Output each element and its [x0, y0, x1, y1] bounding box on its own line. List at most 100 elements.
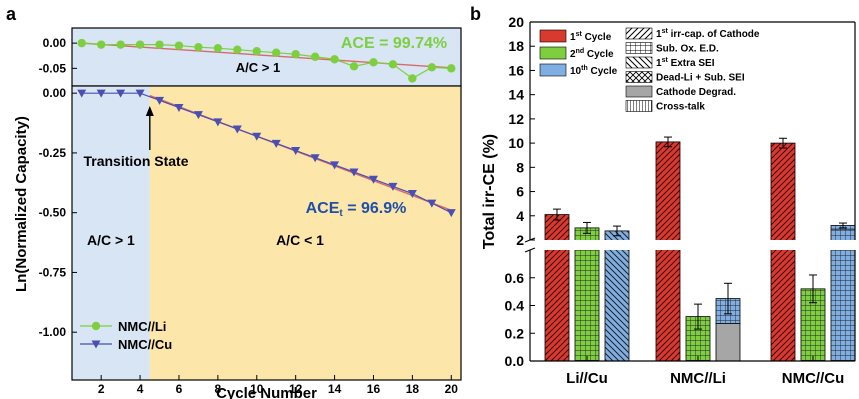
- top-ytick-label: -0.05: [39, 61, 67, 75]
- nmc-li-point: [272, 48, 281, 57]
- b-pattern-swatch-1: [625, 42, 653, 54]
- xtick-label: 10: [250, 382, 264, 396]
- xtick-label: 8: [215, 382, 222, 396]
- nmc-cu-point: [174, 104, 184, 113]
- b-y-axis-label: Total irr-CE (%): [481, 134, 498, 249]
- legend-label-1: NMC//Cu: [118, 337, 172, 352]
- b-lower-ytick-label: 0.0: [505, 353, 525, 369]
- acet-annotation: ACEt = 96.9%: [306, 200, 407, 219]
- region-background-1: [149, 86, 462, 380]
- legend-marker-1: [91, 340, 101, 349]
- b-upper-ytick-label: 12: [508, 111, 524, 127]
- bar-pattern-1-0: [575, 227, 599, 361]
- nmc-cu-point: [193, 111, 203, 120]
- b-upper-ytick-label: 20: [508, 14, 524, 30]
- nmc-cu-point: [291, 147, 301, 156]
- xtick-label: 16: [367, 382, 381, 396]
- b-pattern-label-0: 1st irr-cap. of Cathode: [656, 28, 760, 40]
- y-axis-label: Ln(Normalized Capacity): [13, 116, 30, 292]
- axis-break-gap: [524, 240, 859, 250]
- nmc-li-point: [447, 64, 456, 73]
- nmc-cu-point: [135, 89, 145, 98]
- b-category-label: NMC//Li: [670, 370, 726, 387]
- nmc-cu-point: [310, 154, 320, 163]
- bar-stack-cathode-degrad: [715, 323, 741, 362]
- nmc-cu-point: [446, 209, 456, 218]
- legend-label-0: NMC//Li: [118, 319, 166, 334]
- xtick-label: 6: [176, 382, 183, 396]
- b-legend-swatch-2: [539, 63, 567, 77]
- nmc-cu-line: [81, 92, 452, 214]
- x-axis-label: Cycle Number: [216, 385, 317, 399]
- b-upper-ytick-label: 14: [508, 87, 524, 103]
- nmc-li-point: [233, 45, 242, 54]
- nmc-li-point: [135, 40, 145, 49]
- b-legend-label-1: 2nd Cycle: [570, 48, 614, 60]
- b-pattern-swatch-5: [625, 100, 653, 112]
- b-pattern-swatch-0: [625, 27, 653, 40]
- panel-letter-a: a: [6, 4, 17, 24]
- nmc-li-point: [155, 40, 164, 49]
- b-upper-ytick-label: 6: [516, 184, 524, 200]
- nmc-cu-point: [96, 89, 106, 98]
- b-legend-swatch-1: [539, 46, 567, 60]
- b-pattern-label-4: Cathode Degrad.: [656, 87, 736, 98]
- nmc-li-point: [388, 60, 398, 69]
- bar-pattern-0-2: [771, 143, 795, 361]
- xtick-label: 14: [328, 382, 342, 396]
- xtick-label: 12: [289, 382, 303, 396]
- b-upper-ytick-label: 18: [508, 38, 524, 54]
- bottom-ytick-label: 0.00: [43, 86, 67, 100]
- nmc-cu-point: [252, 132, 262, 141]
- b-lower-ytick-label: 0.4: [505, 298, 525, 314]
- transition-state-label: Transition State: [83, 153, 188, 169]
- nmc-cu-point: [427, 199, 437, 208]
- nmc-li-point: [116, 40, 125, 49]
- nmc-cu-point: [388, 182, 398, 191]
- panel-a-bottom-plot: A/C > 1 A/C < 1 Transition State ACEt = 96.…: [13, 85, 462, 399]
- b-pattern-label-3: Dead-Li + Sub. SEI: [656, 73, 745, 84]
- xtick-label: 2: [98, 382, 105, 396]
- nmc-cu-point: [368, 175, 378, 184]
- nmc-cu-point: [349, 168, 359, 177]
- nmc-li-point: [349, 62, 359, 71]
- nmc-li-point: [408, 74, 417, 83]
- b-legend-swatch-0: [539, 29, 567, 43]
- bottom-plot-frame: [71, 85, 462, 381]
- nmc-cu-point: [155, 96, 165, 105]
- bottom-region-label-right: A/C < 1: [276, 232, 324, 248]
- nmc-cu-point: [271, 139, 281, 148]
- bar-pattern-2-0: [605, 230, 629, 361]
- legend-marker-0: [91, 321, 101, 331]
- b-upper-ytick-label: 10: [508, 135, 524, 151]
- bottom-ytick-label: -1.00: [39, 325, 67, 339]
- b-upper-ytick-label: 4: [516, 208, 524, 224]
- b-legend-label-2: 10th Cycle: [570, 65, 618, 77]
- b-category-label: NMC//Cu: [782, 370, 845, 387]
- b-legend-label-0: 1st Cycle: [570, 31, 612, 43]
- bottom-ytick-label: -0.50: [39, 206, 67, 220]
- b-upper-ytick-label: 8: [516, 159, 524, 175]
- transition-arrow-head: [145, 106, 154, 116]
- b-category-label: Li//Cu: [566, 370, 608, 387]
- panel-a-top-plot: 0.00 -0.05 A/C > 1 ACE = 99.74%: [39, 27, 462, 87]
- top-plot-background: [72, 28, 461, 86]
- nmc-li-point: [310, 52, 320, 61]
- nmc-cu-point: [213, 118, 223, 127]
- bar-pattern-0-0: [545, 214, 569, 361]
- nmc-li-point: [96, 40, 106, 49]
- region-background-0: [72, 86, 150, 380]
- xtick-label: 4: [137, 382, 144, 396]
- b-pattern-swatch-4: [625, 85, 653, 98]
- nmc-cu-point: [116, 89, 126, 98]
- nmc-cu-point: [330, 161, 340, 170]
- b-pattern-swatch-3: [625, 71, 653, 83]
- b-pattern-swatch-2: [625, 56, 653, 69]
- nmc-li-point: [194, 42, 203, 52]
- nmc-li-point: [77, 38, 86, 48]
- nmc-li-point: [427, 63, 437, 72]
- nmc-cu-point: [232, 125, 242, 134]
- top-ytick-label: 0.00: [43, 36, 67, 50]
- bottom-ytick-label: -0.75: [39, 265, 67, 279]
